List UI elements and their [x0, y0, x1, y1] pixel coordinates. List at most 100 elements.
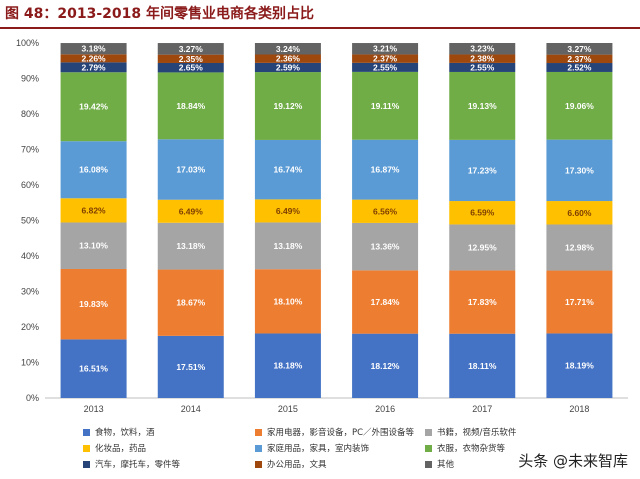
- bar-segment-home: [352, 139, 419, 200]
- data-label: 2.52%: [567, 62, 592, 72]
- bar-segment-office: [449, 54, 516, 63]
- legend-item-other: 其他: [425, 458, 454, 470]
- data-label: 18.11%: [468, 361, 497, 371]
- legend-swatch: [425, 444, 432, 452]
- legend-item-office: 办公用品，文具: [255, 458, 327, 470]
- data-label: 19.42%: [79, 102, 108, 112]
- bar-segment-auto: [157, 62, 224, 73]
- legend-swatch: [425, 428, 432, 436]
- data-label: 6.56%: [373, 206, 398, 216]
- legend-item-clothing: 衣服，衣物杂货等: [425, 442, 505, 454]
- bar-segment-auto: [449, 62, 516, 72]
- data-label: 3.18%: [82, 44, 107, 54]
- data-label: 17.51%: [176, 362, 205, 372]
- y-tick-label: 20%: [21, 322, 39, 332]
- legend-swatch: [255, 428, 262, 436]
- y-tick-label: 90%: [21, 74, 39, 84]
- data-label: 19.83%: [79, 299, 108, 309]
- bar-segment-appliance: [546, 270, 613, 334]
- legend-swatch: [255, 444, 262, 452]
- bar-segment-office: [60, 54, 127, 63]
- bar-segment-clothing: [449, 71, 516, 140]
- bar-segment-cosmetics: [546, 201, 613, 225]
- bar-segment-food: [254, 333, 321, 398]
- data-label: 3.23%: [470, 44, 495, 54]
- data-label: 17.84%: [371, 297, 400, 307]
- legend-label: 食物，饮料，酒: [95, 428, 155, 438]
- bar-segment-clothing: [254, 72, 321, 140]
- y-tick-label: 100%: [16, 38, 39, 48]
- data-label: 3.24%: [276, 44, 301, 54]
- bar-segment-clothing: [546, 71, 613, 140]
- legend-label: 汽车，摩托车，零件等: [95, 460, 181, 470]
- legend-label: 书籍，视频/音乐软件: [437, 428, 517, 438]
- data-label: 17.30%: [565, 165, 594, 175]
- data-label: 2.37%: [373, 54, 398, 64]
- data-label: 13.18%: [273, 241, 302, 251]
- data-label: 18.84%: [176, 101, 205, 111]
- y-tick-label: 80%: [21, 109, 39, 119]
- data-label: 2.36%: [276, 54, 301, 64]
- data-label: 2.35%: [179, 54, 204, 64]
- data-label: 18.67%: [176, 298, 205, 308]
- bar-segment-home: [157, 139, 224, 200]
- bar-segment-food: [352, 333, 419, 398]
- data-label: 18.19%: [565, 361, 594, 371]
- data-label: 13.10%: [79, 241, 108, 251]
- x-tick-label: 2018: [569, 404, 589, 414]
- data-label: 2.65%: [179, 63, 204, 73]
- bar-segment-food: [546, 333, 613, 398]
- data-label: 2.59%: [276, 62, 301, 72]
- data-label: 2.38%: [470, 54, 495, 64]
- y-tick-label: 60%: [21, 180, 39, 190]
- bar-segment-books: [60, 222, 127, 269]
- bar-segment-auto: [60, 62, 127, 73]
- data-label: 17.23%: [468, 165, 497, 175]
- title-bar: 图 48：2013-2018 年间零售业电商各类别占比: [0, 0, 640, 29]
- data-label: 16.74%: [273, 165, 302, 175]
- x-tick-label: 2015: [278, 404, 298, 414]
- data-label: 19.06%: [565, 101, 594, 111]
- data-label: 6.49%: [276, 206, 301, 216]
- data-label: 19.13%: [468, 101, 497, 111]
- data-label: 18.12%: [371, 361, 400, 371]
- data-label: 2.55%: [470, 62, 495, 72]
- x-tick-label: 2017: [472, 404, 492, 414]
- stacked-bar-chart: 0% 10% 20% 30% 40% 50% 60% 70% 80% 90% 100% 16.51% 1…: [16, 38, 628, 414]
- legend-item-home: 家庭用品，家具，室内装饰: [255, 442, 369, 454]
- bar-segment-home: [60, 141, 127, 199]
- legend-swatch: [83, 428, 90, 436]
- data-label: 17.03%: [176, 165, 205, 175]
- legend-label: 家用电器，影音设备，PC／外围设备等: [267, 428, 415, 438]
- bar-segment-appliance: [60, 268, 127, 340]
- legend-item-auto: 汽车，摩托车，零件等: [83, 458, 180, 470]
- legend-swatch: [83, 444, 90, 452]
- bar-segment-food: [157, 335, 224, 398]
- bar-segment-books: [157, 222, 224, 270]
- y-tick-label: 0%: [26, 393, 39, 403]
- data-label: 18.10%: [273, 296, 302, 306]
- legend-label: 化妆品，药品: [95, 444, 147, 454]
- y-tick-label: 10%: [21, 358, 39, 368]
- data-label: 16.08%: [79, 165, 108, 175]
- bar-segment-appliance: [449, 270, 516, 334]
- data-label: 6.49%: [179, 206, 204, 216]
- bar-segment-books: [254, 222, 321, 270]
- data-label: 17.83%: [468, 297, 497, 307]
- bar-segment-cosmetics: [449, 201, 516, 225]
- bar-segment-food: [449, 333, 516, 398]
- bar-segment-auto: [546, 63, 613, 72]
- legend-item-cosmetics: 化妆品，药品: [83, 442, 146, 454]
- y-tick-label: 30%: [21, 287, 39, 297]
- bar-segment-auto: [352, 62, 419, 72]
- bar-segment-other: [254, 43, 321, 55]
- data-label: 19.12%: [273, 101, 302, 111]
- legend-label: 家庭用品，家具，室内装饰: [267, 444, 370, 454]
- data-label: 3.21%: [373, 44, 398, 54]
- bar-segment-clothing: [60, 72, 127, 142]
- bar-segment-other: [352, 43, 419, 55]
- legend-swatch: [83, 460, 90, 468]
- data-label: 12.95%: [468, 242, 497, 252]
- y-tick-label: 40%: [21, 251, 39, 261]
- legend-swatch: [425, 460, 432, 468]
